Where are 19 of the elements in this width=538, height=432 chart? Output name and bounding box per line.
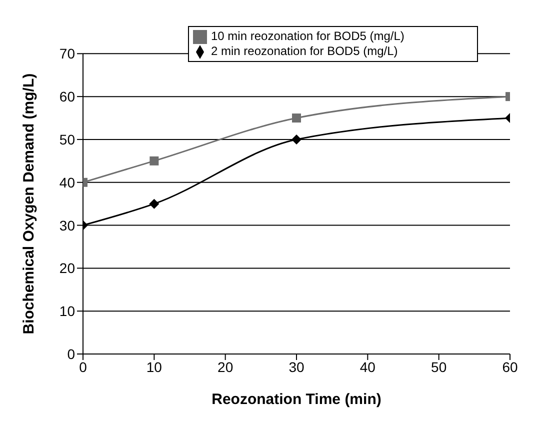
- y-tick-label: 40: [59, 174, 76, 190]
- y-tick-label: 0: [67, 346, 76, 362]
- y-tick-label: 60: [59, 88, 76, 105]
- legend-label: 2 min reozonation for BOD5 (mg/L): [211, 44, 398, 58]
- x-tick-label: 30: [288, 358, 304, 375]
- x-tick-label: 10: [146, 358, 162, 375]
- y-tick-label: 50: [59, 131, 76, 148]
- y-tick-label: 70: [59, 46, 76, 62]
- y-axis-title: Biochemical Oxygen Demand (mg/L): [20, 73, 38, 334]
- x-tick-label: 60: [502, 358, 518, 375]
- x-tick-label: 50: [431, 358, 447, 375]
- y-tick-label: 20: [59, 260, 76, 276]
- y-tick-label: 30: [59, 217, 76, 234]
- x-tick-label: 40: [360, 358, 376, 375]
- x-axis-title: Reozonation Time (min): [212, 391, 382, 408]
- x-tick-label: 0: [79, 358, 88, 375]
- y-tick-label: 10: [59, 303, 76, 320]
- x-tick-label: 20: [218, 358, 234, 375]
- legend-label: 10 min reozonation for BOD5 (mg/L): [211, 29, 404, 43]
